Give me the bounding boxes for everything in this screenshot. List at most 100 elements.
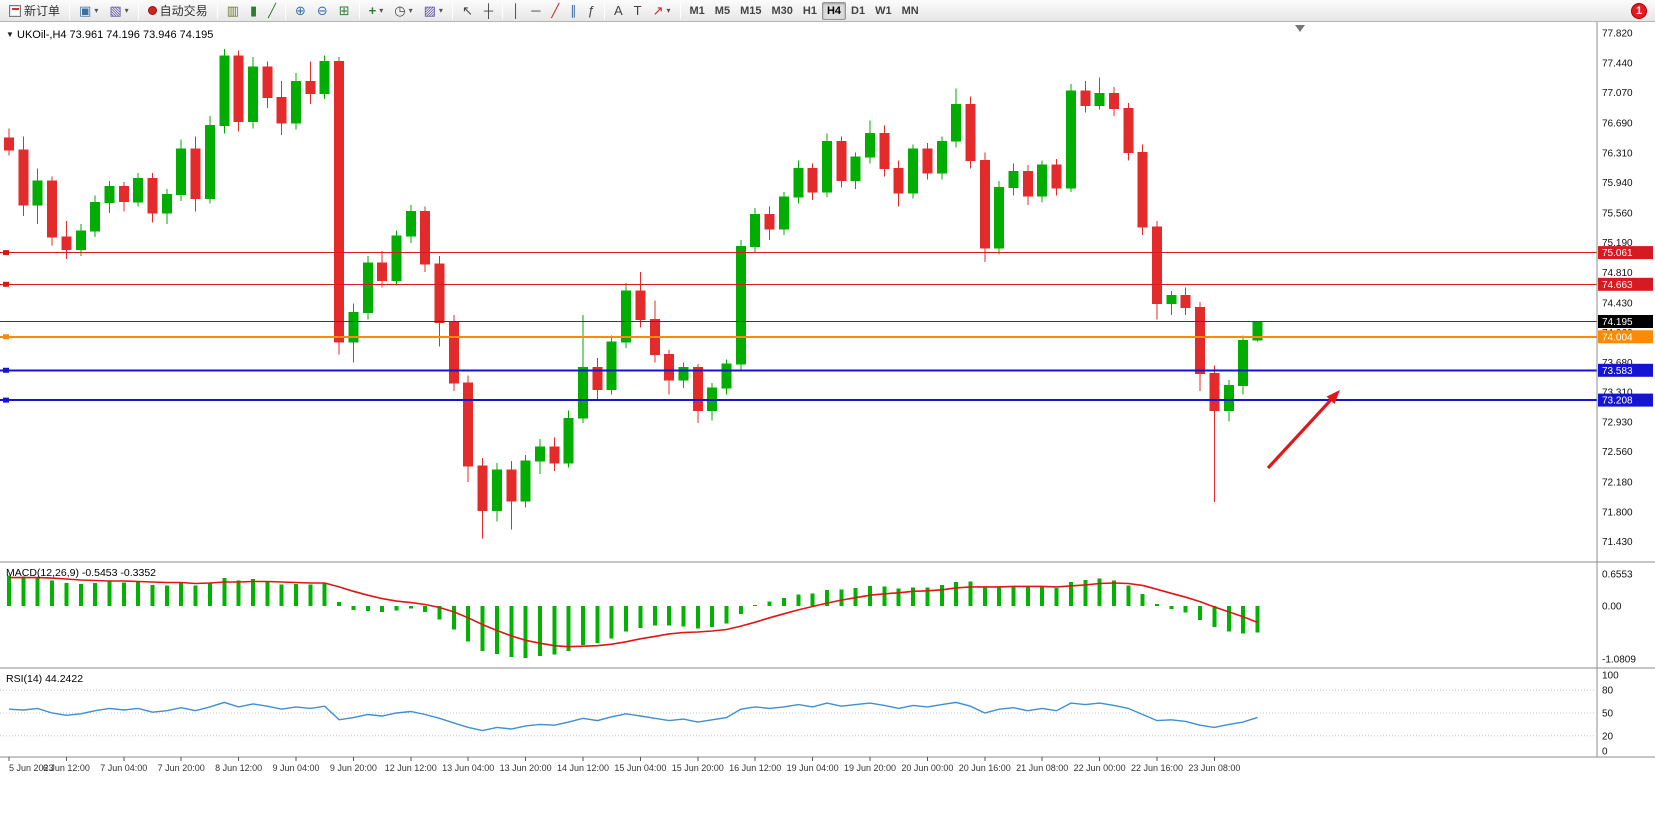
label-button[interactable]: T xyxy=(629,2,647,20)
vertical-line-button[interactable]: │ xyxy=(507,2,525,20)
macd-bar xyxy=(466,606,471,642)
macd-bar xyxy=(1198,606,1202,621)
chevron-down-icon: ▾ xyxy=(408,5,413,15)
line-chart-button[interactable]: ╱ xyxy=(263,2,281,20)
chart-area[interactable]: 77.820 77.440 77.070 76.690 76.310 75.940 75.5… xyxy=(0,22,1655,828)
hline-73.208[interactable] xyxy=(0,397,1597,403)
hline-74.663[interactable] xyxy=(0,281,1597,287)
candle xyxy=(1065,83,1076,193)
zoom-out-icon: ⊖ xyxy=(316,3,328,18)
timeframe-mn-button[interactable]: MN xyxy=(901,4,919,17)
crosshair-button[interactable]: ┼ xyxy=(479,2,498,20)
price-axis-label: 72.180 xyxy=(1602,477,1633,488)
price-axis-label: 74.430 xyxy=(1602,298,1633,309)
candle xyxy=(721,359,732,395)
timeframe-m15-button[interactable]: M15 xyxy=(740,4,762,17)
macd-bar xyxy=(1068,582,1073,606)
time-axis-label: 6 Jun 12:00 xyxy=(43,763,90,773)
autotrade-icon xyxy=(147,6,157,15)
channel-button[interactable]: ∥ xyxy=(565,2,582,20)
candle xyxy=(1209,365,1220,502)
chevron-down-icon: ▾ xyxy=(379,5,384,15)
candle xyxy=(520,454,531,508)
candle xyxy=(850,152,861,189)
macd-bar xyxy=(193,585,198,606)
candle xyxy=(1080,80,1091,113)
macd-bar xyxy=(1155,604,1159,606)
candle xyxy=(836,136,847,188)
price-axis-label: 75.940 xyxy=(1602,178,1633,189)
new-order-button[interactable]: 新订单 xyxy=(4,2,65,20)
svg-text:73.208: 73.208 xyxy=(1602,396,1633,407)
candlestick-chart-button[interactable]: ▮ xyxy=(245,2,262,20)
candle xyxy=(879,125,890,177)
macd-bar xyxy=(480,606,485,652)
time-axis-label: 22 Jun 16:00 xyxy=(1131,763,1183,773)
macd-bar xyxy=(911,587,915,606)
candle xyxy=(750,208,761,253)
profiles-button[interactable]: ▧ ▾ xyxy=(104,2,133,20)
hline-75.061[interactable] xyxy=(0,250,1597,256)
macd-bar xyxy=(796,594,801,606)
bar-chart-button[interactable]: ▥ xyxy=(222,2,244,20)
svg-text:73.583: 73.583 xyxy=(1602,366,1633,377)
tile-windows-button[interactable]: ⊞ xyxy=(334,2,355,20)
timeframe-group: M1 M5 M15 M30 H1 H4 D1 W1 MN xyxy=(685,1,924,20)
zoom-in-button[interactable]: ⊕ xyxy=(290,2,311,20)
candle xyxy=(635,271,646,328)
macd-bar xyxy=(408,606,413,609)
hline-handle xyxy=(3,397,9,403)
price-axis-label: 76.310 xyxy=(1602,149,1633,160)
chart-canvas[interactable]: 77.820 77.440 77.070 76.690 76.310 75.940 75.5… xyxy=(0,22,1655,828)
arrows-button[interactable]: ↗ ▾ xyxy=(648,2,676,20)
timeframe-d1-button[interactable]: D1 xyxy=(851,4,866,17)
bar-chart-icon: ▥ xyxy=(226,3,239,18)
candle xyxy=(377,251,388,288)
periods-button[interactable]: ◷ ▾ xyxy=(389,2,417,20)
time-axis-label: 22 Jun 00:00 xyxy=(1074,763,1126,773)
toolbar: 新订单 ▣ ▾ ▧ ▾ 自动交易 ▥ ▮ ╱ ⊕ ⊖ ⊞ + ▾ ◷ ▾ ▨ ▾… xyxy=(0,0,1655,22)
zoom-in-icon: ⊕ xyxy=(294,3,306,18)
macd-bar xyxy=(552,606,557,655)
price-axis-label: 74.810 xyxy=(1602,268,1633,279)
time-axis-label: 15 Jun 04:00 xyxy=(614,763,666,773)
timeframe-h1-button[interactable]: H1 xyxy=(802,4,817,17)
cursor-button[interactable]: ↖ xyxy=(457,2,478,20)
hline-74.004[interactable] xyxy=(0,334,1597,340)
price-axis-label: 75.190 xyxy=(1602,238,1633,249)
trend-arrow[interactable] xyxy=(1266,390,1340,470)
timeframe-h4-button[interactable]: H4 xyxy=(821,1,847,20)
indicators-button[interactable]: + ▾ xyxy=(364,2,389,20)
candle xyxy=(147,173,158,223)
macd-bar xyxy=(997,587,1002,606)
notification-badge[interactable]: 1 xyxy=(1631,2,1647,19)
templates-button[interactable]: ▨ ▾ xyxy=(419,2,448,20)
zoom-out-button[interactable]: ⊖ xyxy=(312,2,333,20)
candle xyxy=(1123,103,1134,161)
hline-73.583[interactable] xyxy=(0,367,1597,373)
autotrade-button[interactable]: 自动交易 xyxy=(143,2,213,20)
trendline-button[interactable]: ╱ xyxy=(546,2,564,20)
macd-bar xyxy=(1112,580,1116,606)
new-chart-button[interactable]: ▣ ▾ xyxy=(74,2,103,20)
timeframe-m30-button[interactable]: M30 xyxy=(771,4,793,17)
timeframe-m5-button[interactable]: M5 xyxy=(714,4,731,17)
chevron-down-icon: ▾ xyxy=(666,5,671,15)
price-badge-73.208: 73.208 xyxy=(1598,393,1653,407)
timeframe-m1-button[interactable]: M1 xyxy=(689,4,705,17)
macd-bar xyxy=(509,606,514,657)
macd-label: MACD(12,26,9) -0.5453 -0.3352 xyxy=(6,567,156,579)
macd-bar xyxy=(50,580,54,606)
toolbar-divider xyxy=(137,2,139,19)
price-axis-label: 73.310 xyxy=(1602,388,1633,399)
symbol-dropdown-icon[interactable]: ▼ xyxy=(6,30,14,39)
horizontal-line-button[interactable]: ─ xyxy=(526,2,545,20)
chart-shift-marker[interactable] xyxy=(1295,25,1305,32)
chevron-down-icon: ▾ xyxy=(124,5,129,15)
fibonacci-button[interactable]: ƒ xyxy=(583,2,600,20)
rsi-label: RSI(14) 44.2422 xyxy=(6,673,83,685)
timeframe-w1-button[interactable]: W1 xyxy=(875,4,892,17)
text-button[interactable]: A xyxy=(609,2,628,20)
toolbar-divider xyxy=(679,2,681,19)
macd-bar xyxy=(322,583,327,606)
